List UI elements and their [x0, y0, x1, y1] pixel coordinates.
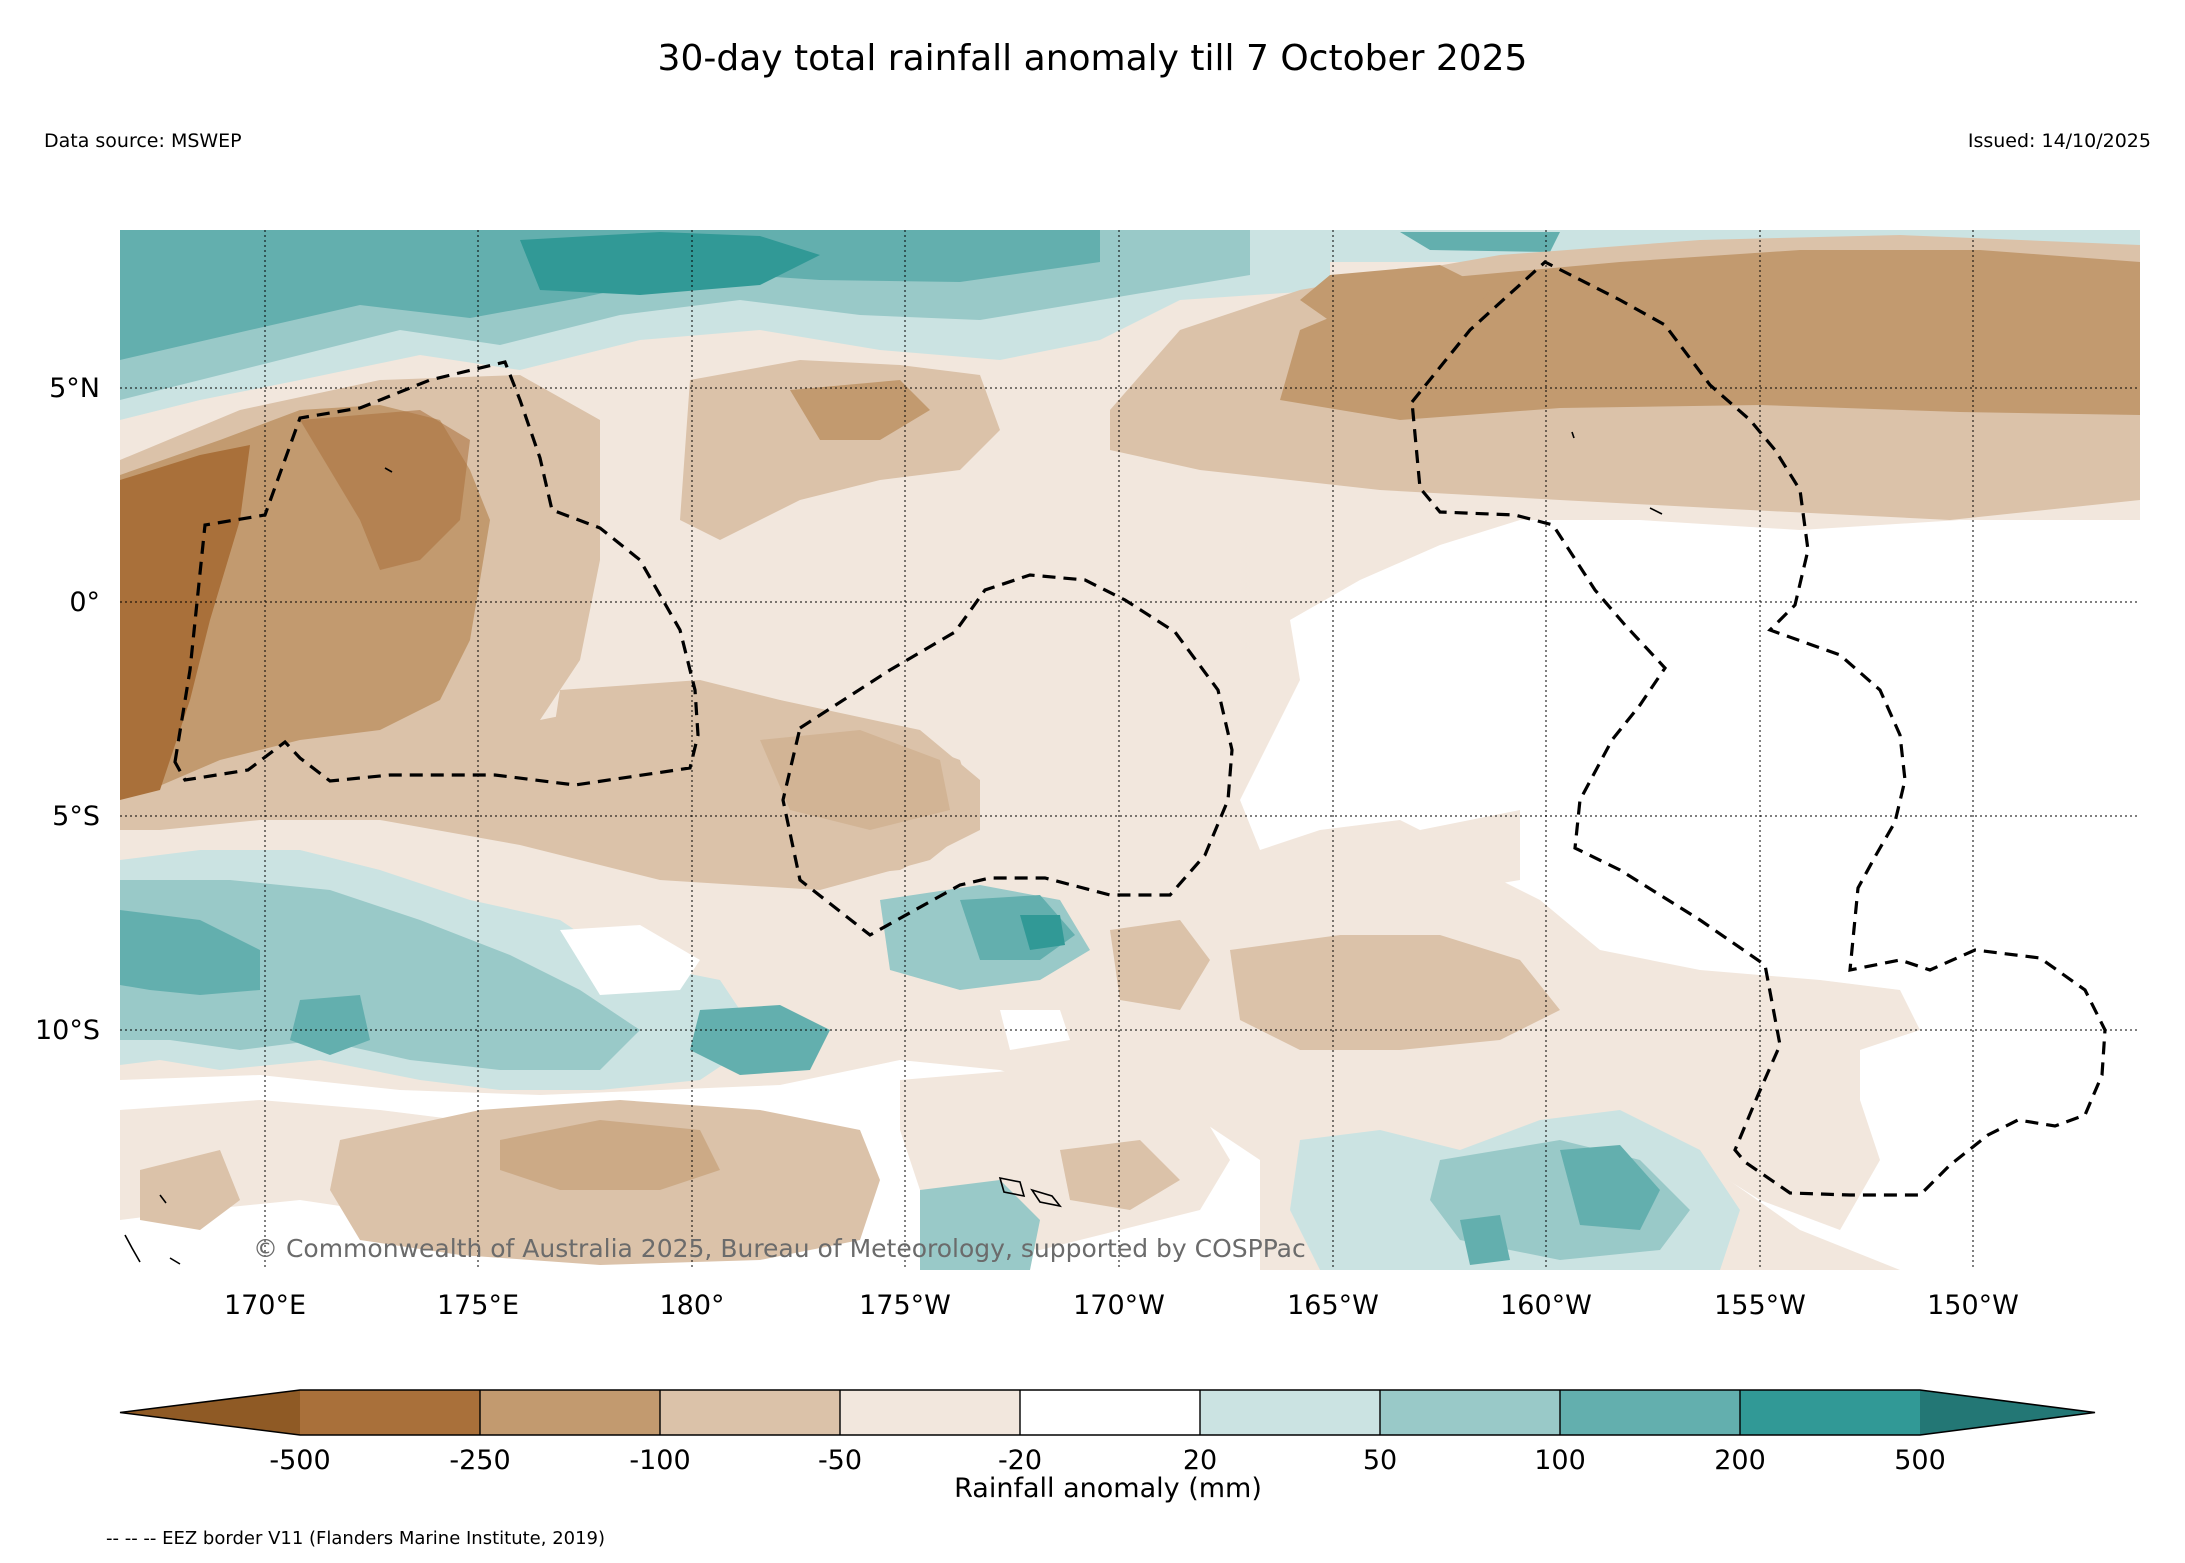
lat-label-10s: 10°S	[35, 1015, 100, 1046]
colorbar-tick-label: 500	[1894, 1445, 1946, 1476]
colorbar-segment	[480, 1390, 660, 1435]
map-title: 30-day total rainfall anomaly till 7 Oct…	[657, 38, 1528, 79]
colorbar-segment	[1200, 1390, 1380, 1435]
colorbar-tick-label: 100	[1534, 1445, 1586, 1476]
issued-date-label: Issued: 14/10/2025	[1967, 130, 2151, 152]
colorbar-tick-label: -100	[629, 1445, 690, 1476]
colorbar-tick-label: 200	[1714, 1445, 1766, 1476]
latitude-labels: 5°N 0° 5°S 10°S	[35, 373, 100, 1046]
islands	[124, 431, 1663, 1265]
colorbar-segment	[1020, 1390, 1200, 1435]
colorbar-segment	[1380, 1390, 1560, 1435]
longitude-labels: 170°E 175°E 180° 175°W 170°W 165°W 160°W…	[224, 1290, 2019, 1321]
anomaly-field	[120, 230, 2140, 1270]
colorbar-tick-label: -250	[449, 1445, 510, 1476]
colorbar-tick-label: -20	[998, 1445, 1042, 1476]
lon-label-170e: 170°E	[224, 1290, 306, 1321]
lon-label-175e: 175°E	[437, 1290, 519, 1321]
eez-borders	[173, 260, 2107, 1197]
colorbar-segment	[840, 1390, 1020, 1435]
colorbar-tick-label: 50	[1363, 1445, 1397, 1476]
lat-label-5n: 5°N	[49, 373, 100, 404]
lon-label-175w: 175°W	[859, 1290, 951, 1321]
colorbar-extend-low	[120, 1390, 300, 1435]
colorbar-segment	[1740, 1390, 1920, 1435]
colorbar-segment	[300, 1390, 480, 1435]
lat-label-5s: 5°S	[52, 801, 100, 832]
colorbar-segment	[660, 1390, 840, 1435]
data-source-label: Data source: MSWEP	[44, 130, 242, 152]
lon-label-160w: 160°W	[1500, 1290, 1592, 1321]
graticule	[120, 230, 2140, 1270]
colorbar: -500 -250 -100 -50 -20 20 50 100 200 500	[119, 1389, 2096, 1476]
colorbar-segment	[1560, 1390, 1740, 1435]
lon-label-150w: 150°W	[1927, 1290, 2019, 1321]
lon-label-180: 180°	[659, 1290, 724, 1321]
colorbar-tick-label: 20	[1183, 1445, 1217, 1476]
colorbar-outline	[119, 1389, 2096, 1436]
lon-label-165w: 165°W	[1287, 1290, 1379, 1321]
colorbar-label: Rainfall anomaly (mm)	[954, 1473, 1262, 1504]
lon-label-155w: 155°W	[1714, 1290, 1806, 1321]
colorbar-extend-high	[1920, 1390, 2095, 1435]
lat-label-0: 0°	[69, 587, 100, 618]
colorbar-tick-label: -500	[269, 1445, 330, 1476]
eez-legend: -- -- -- EEZ border V11 (Flanders Marine…	[106, 1528, 606, 1549]
colorbar-tick-label: -50	[818, 1445, 862, 1476]
lon-label-170w: 170°W	[1073, 1290, 1165, 1321]
copyright-notice: © Commonwealth of Australia 2025, Bureau…	[253, 1234, 1306, 1263]
